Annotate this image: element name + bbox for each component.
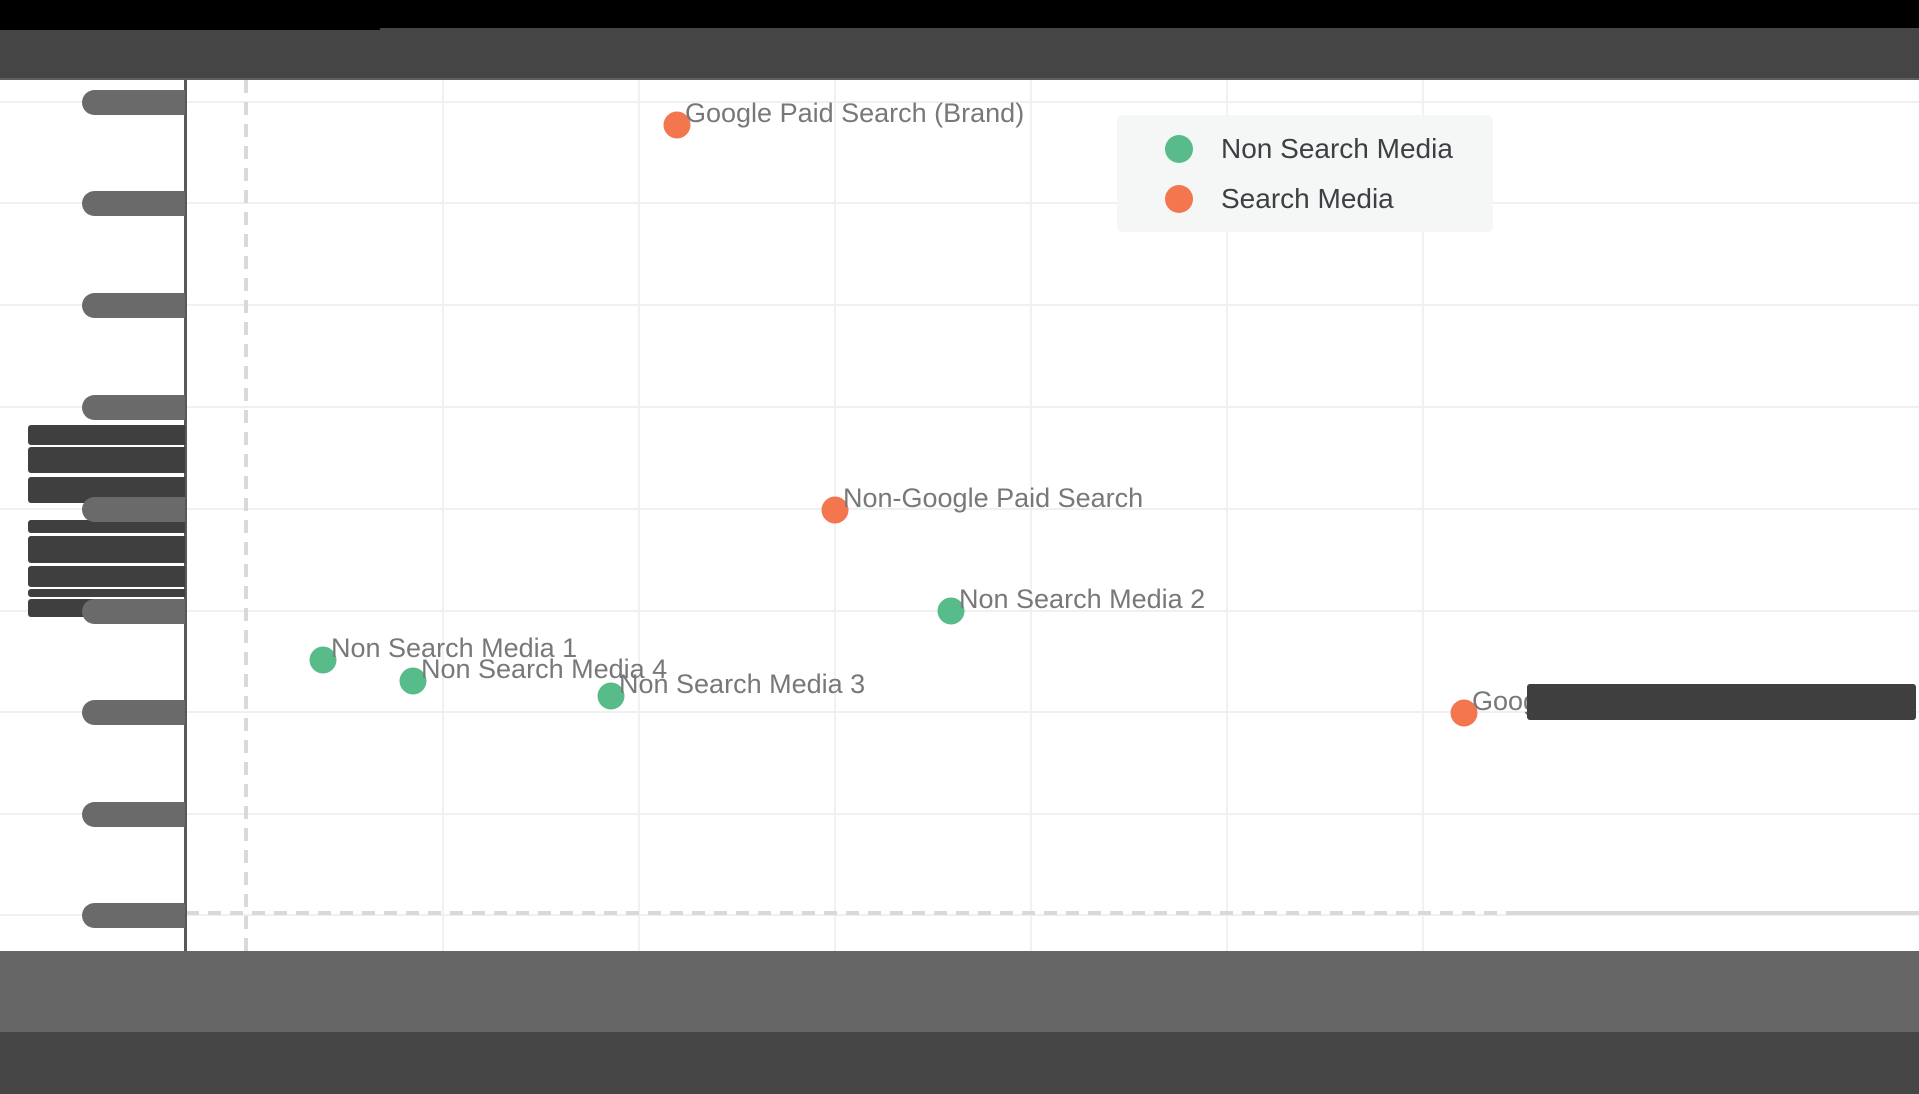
redacted-y-axis-title-bar xyxy=(28,447,185,473)
point-label: Non Search Media 2 xyxy=(959,584,1206,614)
redacted-y-axis-title-bar xyxy=(28,536,185,563)
horizontal-gridline xyxy=(0,914,1919,916)
scatter-point[interactable] xyxy=(597,682,625,710)
legend-dot-non-search-media xyxy=(1165,134,1193,163)
scatter-point[interactable] xyxy=(399,667,427,695)
vertical-dashed-reference-line xyxy=(244,80,248,951)
scatter-point[interactable] xyxy=(1450,699,1478,727)
legend-label: Search Media xyxy=(1221,182,1394,214)
horizontal-gridline xyxy=(0,101,1919,103)
horizontal-gridline xyxy=(0,304,1919,306)
legend-label: Non Search Media xyxy=(1221,132,1453,164)
redacted-y-tick-label xyxy=(82,90,185,115)
scatter-point[interactable] xyxy=(937,597,965,625)
vertical-gridline xyxy=(1422,80,1424,951)
legend-item-non-search-media[interactable]: Non Search Media xyxy=(1117,127,1493,171)
redacted-y-tick-label xyxy=(82,903,185,928)
y-axis-line xyxy=(184,80,187,951)
x-axis-title-redaction-band xyxy=(0,1032,1919,1094)
redacted-y-axis-title-bar xyxy=(28,520,185,533)
vertical-gridline xyxy=(638,80,640,951)
redacted-y-tick-label xyxy=(82,700,185,725)
chart-title-bar-redacted xyxy=(0,28,1919,80)
point-label: Non Search Media 4 xyxy=(421,654,668,684)
redacted-y-tick-label xyxy=(82,497,185,522)
legend: Non Search Media Search Media xyxy=(1117,115,1493,232)
top-left-redaction-bar xyxy=(0,0,380,30)
vertical-gridline xyxy=(442,80,444,951)
point-label: Non-Google Paid Search xyxy=(843,483,1144,513)
scatter-point[interactable] xyxy=(821,496,849,524)
point-label: Google Paid Search (Brand) xyxy=(685,98,1025,128)
redacted-y-axis-title-bar xyxy=(28,566,185,587)
redacted-y-tick-label xyxy=(82,191,185,216)
horizontal-gridline xyxy=(0,508,1919,510)
horizontal-gridline xyxy=(0,202,1919,204)
point-label-redaction-bar xyxy=(1527,684,1916,720)
vertical-gridline xyxy=(1226,80,1228,951)
horizontal-gridline xyxy=(0,406,1919,408)
scatter-point[interactable] xyxy=(309,646,337,674)
horizontal-gridline xyxy=(0,813,1919,815)
scatter-point[interactable] xyxy=(663,111,691,139)
redacted-y-axis-title-bar xyxy=(28,589,185,597)
horizontal-reference-line-solid-segment xyxy=(1510,911,1919,915)
redacted-y-tick-label xyxy=(82,802,185,827)
legend-item-search-media[interactable]: Search Media xyxy=(1117,177,1493,221)
redacted-y-axis-title-bar xyxy=(28,425,185,445)
vertical-gridline xyxy=(1030,80,1032,951)
point-label: Non Search Media 3 xyxy=(619,669,866,699)
x-tick-labels-redaction-band xyxy=(0,951,1919,1032)
redacted-y-tick-label xyxy=(82,293,185,318)
legend-dot-search-media xyxy=(1165,184,1193,213)
horizontal-gridline xyxy=(0,711,1919,713)
redacted-y-tick-label xyxy=(82,395,185,420)
horizontal-dashed-reference-line xyxy=(186,911,1510,915)
point-label: Non Search Media 1 xyxy=(331,633,578,663)
redacted-y-tick-label xyxy=(82,599,185,624)
